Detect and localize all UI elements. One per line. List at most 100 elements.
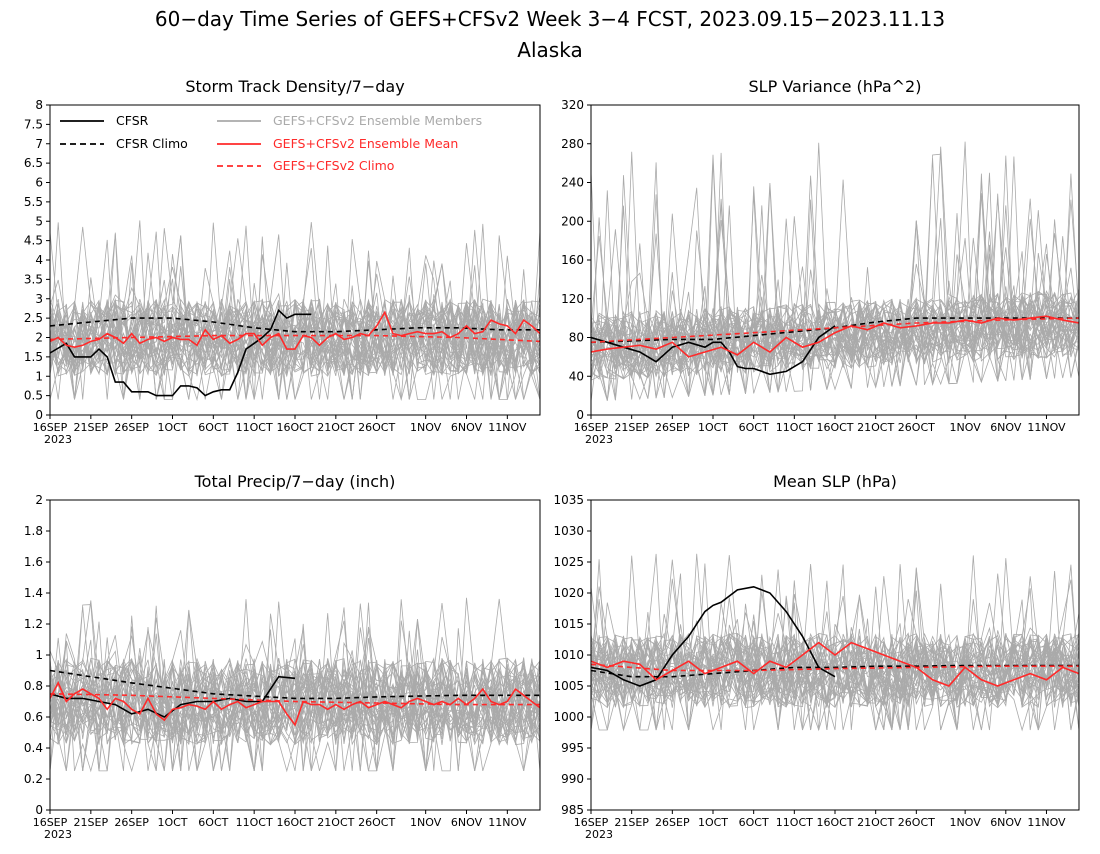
series-line-cfsr-climo (50, 317, 540, 333)
legend-item-gefs-cfsv2-ensemble-mean: GEFS+CFSv2 Ensemble Mean (217, 136, 458, 151)
x-tick-label: 11OCT (776, 816, 813, 829)
y-tick-label: 240 (561, 176, 584, 190)
x-tick-label: 6NOV (990, 421, 1022, 434)
x-tick-label: 11NOV (488, 816, 527, 829)
x-tick-label: 6OCT (739, 421, 769, 434)
x-tick-label: 1OCT (698, 816, 728, 829)
y-tick-label: 8 (35, 98, 43, 112)
x-tick-label: 6NOV (451, 421, 483, 434)
x-tick-label: 6OCT (198, 816, 228, 829)
legend-label: CFSR Climo (116, 136, 188, 151)
ensemble-member-line (50, 660, 540, 771)
x-tick-label: 16OCT (276, 816, 313, 829)
series-line-cfsr-climo (591, 317, 1079, 344)
x-tick-label: 6NOV (990, 816, 1022, 829)
x-tick-label: 26SEP (114, 421, 149, 434)
series-line-cfsr (591, 585, 836, 687)
page-subtitle: Alaska (517, 38, 582, 62)
panels-group: Storm Track Density/7−day 0 0.5 1 1.5 2 2.5 3 3.… (24, 77, 1080, 841)
plot-area (591, 553, 1079, 732)
x-tick-label: 11OCT (236, 816, 273, 829)
series-line-cfsr (50, 675, 296, 718)
legend: CFSR CFSR Climo GEFS+CFSv2 Ensemble Member… (60, 113, 482, 173)
x-tick-label: 1NOV (410, 421, 442, 434)
ensemble-member-line (591, 294, 1079, 383)
series-line-gefs-cfsv2-ensemble-mean (591, 315, 1079, 358)
ensemble-member-line (591, 623, 1079, 731)
x-tick-label: 21OCT (857, 816, 894, 829)
x-tick-label: 1OCT (157, 421, 187, 434)
y-tick-label: 1000 (553, 710, 584, 724)
y-tick-label: 1020 (553, 586, 584, 600)
ensemble-member-line (591, 141, 1079, 401)
legend-label: GEFS+CFSv2 Ensemble Mean (273, 136, 458, 151)
ensemble-member-line (50, 222, 540, 400)
y-tick-label: 7.5 (24, 117, 43, 131)
legend-item-gefs-cfsv2-climo: GEFS+CFSv2 Climo (217, 158, 394, 173)
ensemble-member-line (50, 226, 540, 400)
x-tick-label: 6OCT (198, 421, 228, 434)
y-tick-label: 1030 (553, 524, 584, 538)
series-line-cfsr (591, 325, 836, 376)
plot-area (50, 597, 540, 773)
ensemble-member-line (591, 559, 1079, 731)
x-tick-label: 16SEP (33, 816, 68, 829)
y-tick-label: 1.4 (24, 586, 43, 600)
y-tick-label: 995 (561, 741, 584, 755)
ensemble-members (50, 597, 540, 773)
x-tick-label: 16SEP (574, 816, 609, 829)
x-tick-label: 16SEP (33, 421, 68, 434)
y-tick-label: 0.6 (24, 710, 43, 724)
x-tick-label: 1OCT (698, 421, 728, 434)
ensemble-member-line (591, 247, 1079, 394)
y-tick-label: 0 (576, 408, 584, 422)
legend-label: GEFS+CFSv2 Ensemble Members (273, 113, 482, 128)
plot-area (591, 141, 1079, 402)
y-tick-label: 1010 (553, 648, 584, 662)
x-tick-label: 21SEP (74, 816, 109, 829)
y-tick-label: 160 (561, 253, 584, 267)
ensemble-member-line (591, 218, 1079, 399)
chart-panel-1: Storm Track Density/7−day 0 0.5 1 1.5 2 2.5 3 3.… (24, 77, 541, 446)
x-tick-label: 6OCT (739, 816, 769, 829)
x-tick-label: 11OCT (776, 421, 813, 434)
y-tick-label: 0.2 (24, 772, 43, 786)
series-line-gefs-cfsv2-ensemble-mean (50, 310, 540, 350)
x-tick-label: 21OCT (317, 816, 354, 829)
y-tick-label: 1.2 (24, 617, 43, 631)
x-tick-label: 21SEP (614, 421, 649, 434)
x-tick-label: 26SEP (114, 816, 149, 829)
y-tick-label: 1.5 (24, 350, 43, 364)
series-line-gefs-cfsv2-ensemble-mean (50, 681, 540, 727)
chart-title: SLP Variance (hPa^2) (749, 77, 922, 96)
series-line-gefs-cfsv2-climo (50, 693, 540, 706)
x-tick-label: 26OCT (898, 816, 935, 829)
legend-item-gefs-cfsv2-ensemble-members: GEFS+CFSv2 Ensemble Members (217, 113, 482, 128)
x-tick-label: 16SEP (574, 421, 609, 434)
y-tick-label: 2 (35, 331, 43, 345)
x-tick-label: 6NOV (451, 816, 483, 829)
ensemble-member-line (50, 603, 540, 773)
page-title: 60−day Time Series of GEFS+CFSv2 Week 3−… (155, 7, 945, 31)
series-line-cfsr-climo (50, 669, 540, 700)
y-tick-label: 2 (35, 493, 43, 507)
y-tick-label: 3 (35, 292, 43, 306)
ensemble-member-line (50, 222, 540, 400)
y-tick-label: 3.5 (24, 272, 43, 286)
chart-panel-3: Total Precip/7−day (inch)00.20.40.60.811… (24, 472, 541, 841)
series-line-gefs-cfsv2-climo (591, 663, 1079, 672)
ensemble-member-line (50, 620, 540, 772)
x-tick-label: 1NOV (950, 421, 982, 434)
ensemble-member-line (50, 658, 540, 771)
y-tick-label: 0 (35, 408, 43, 422)
y-tick-label: 7 (35, 137, 43, 151)
ensemble-member-line (591, 153, 1079, 395)
chart-title: Storm Track Density/7−day (185, 77, 404, 96)
y-tick-label: 1015 (553, 617, 584, 631)
y-tick-label: 0.8 (24, 679, 43, 693)
ensemble-member-line (50, 620, 540, 771)
ensemble-members (50, 220, 540, 402)
y-tick-label: 990 (561, 772, 584, 786)
